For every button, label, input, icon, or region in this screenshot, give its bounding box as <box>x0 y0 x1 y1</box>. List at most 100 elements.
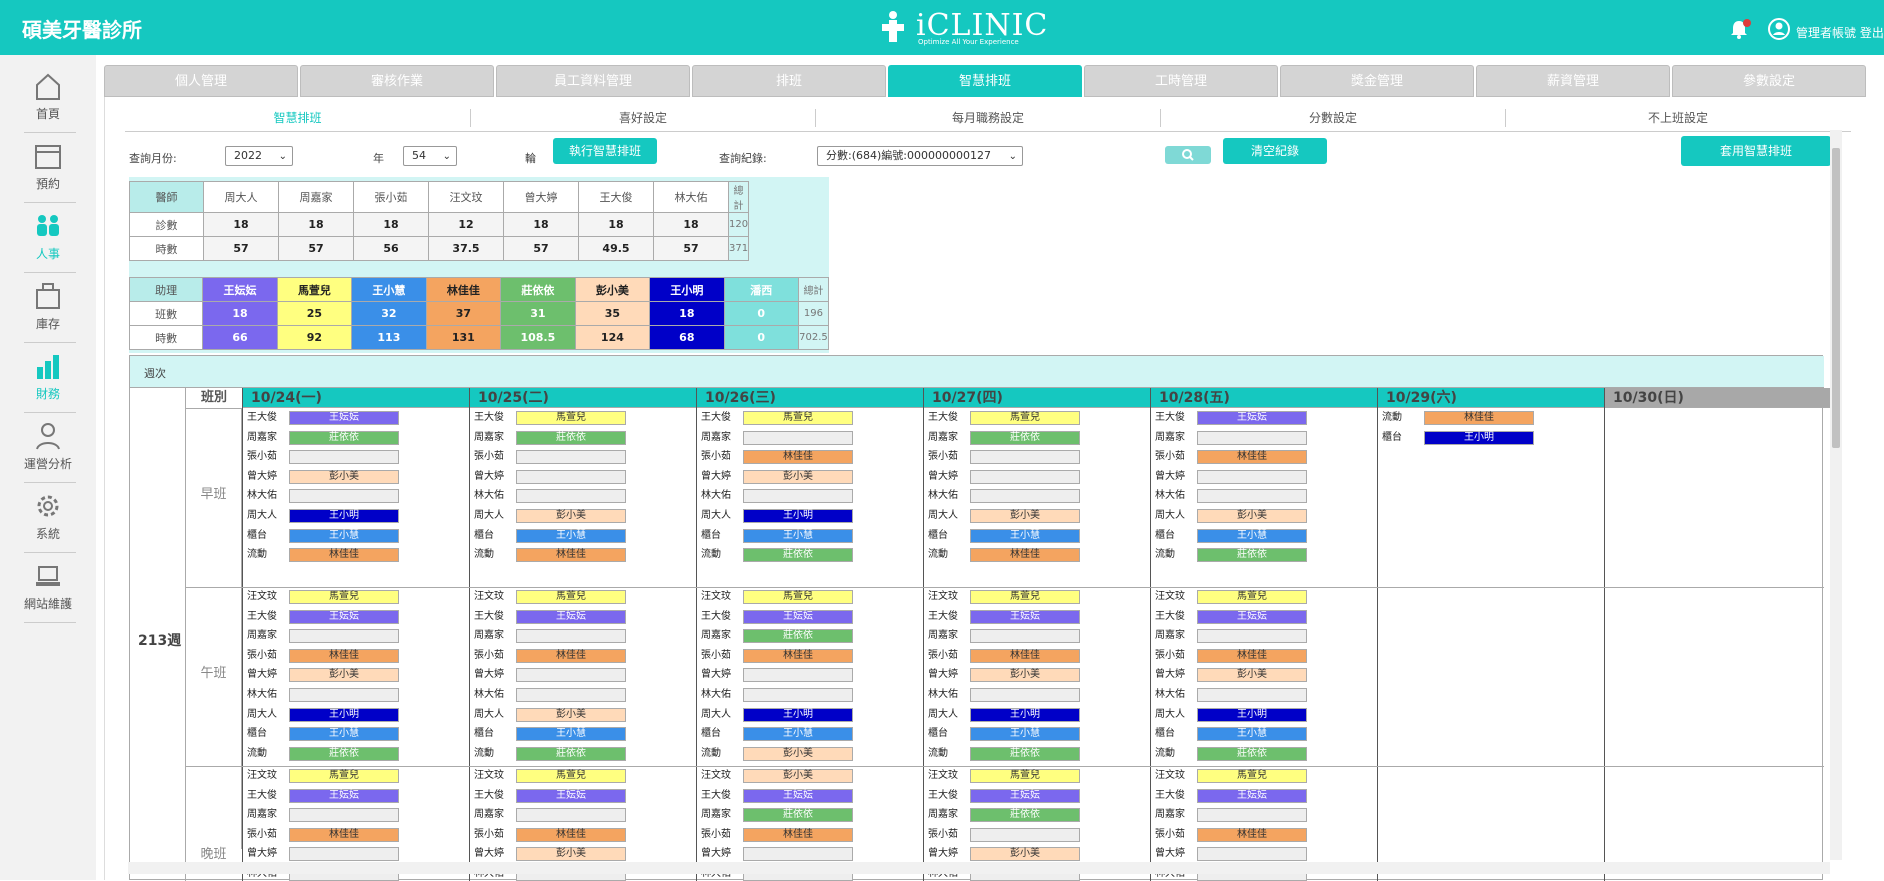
schedule-slot[interactable]: 周嘉家 莊依依 <box>924 430 1084 445</box>
tab-6[interactable]: 獎金管理 <box>1280 65 1474 97</box>
assistant-badge[interactable]: 王妘妘 <box>743 788 853 803</box>
assistant-badge[interactable]: 王小慧 <box>289 727 399 742</box>
schedule-slot[interactable]: 曾大婷 彭小美 <box>243 469 403 484</box>
schedule-slot[interactable]: 流動 莊依依 <box>1151 746 1311 761</box>
schedule-slot[interactable]: 櫃台 王小慧 <box>697 726 857 742</box>
schedule-slot[interactable]: 王大俊 王妘妘 <box>243 410 403 425</box>
schedule-slot[interactable]: 曾大婷 <box>1151 469 1311 484</box>
assistant-badge[interactable] <box>970 450 1080 465</box>
assistant-badge[interactable] <box>516 688 626 702</box>
assistant-badge[interactable]: 林佳佳 <box>1197 450 1307 465</box>
assistant-badge[interactable]: 馬萱兒 <box>970 769 1080 783</box>
schedule-slot[interactable]: 周大人 王小明 <box>697 508 857 523</box>
schedule-slot[interactable]: 櫃台 王小慧 <box>924 726 1084 742</box>
sidebar-item-analytics[interactable]: 運營分析 <box>0 413 96 483</box>
assistant-badge[interactable]: 王小慧 <box>970 727 1080 742</box>
assistant-badge[interactable]: 王小明 <box>1197 707 1307 722</box>
schedule-slot[interactable]: 王大俊 王妘妘 <box>1151 410 1311 425</box>
assistant-badge[interactable]: 彭小美 <box>1197 668 1307 683</box>
schedule-slot[interactable]: 林大佑 <box>470 687 630 702</box>
schedule-slot[interactable]: 櫃台 王小慧 <box>470 528 630 543</box>
schedule-slot[interactable]: 汪文玟 馬萱兒 <box>924 768 1084 783</box>
assistant-badge[interactable] <box>1197 430 1307 445</box>
assistant-badge[interactable]: 王小慧 <box>970 528 1080 543</box>
assistant-badge[interactable] <box>970 688 1080 702</box>
schedule-slot[interactable]: 汪文玟 馬萱兒 <box>1151 589 1311 604</box>
assistant-badge[interactable]: 彭小美 <box>516 707 626 722</box>
assistant-badge[interactable]: 王妘妘 <box>970 609 1080 624</box>
schedule-slot[interactable]: 張小茹 林佳佳 <box>470 648 630 663</box>
schedule-slot[interactable]: 櫃台 王小慧 <box>1151 528 1311 543</box>
schedule-slot[interactable]: 周嘉家 <box>470 807 630 823</box>
sidebar-item-appointment[interactable]: 預約 <box>0 133 96 203</box>
assistant-badge[interactable]: 林佳佳 <box>970 648 1080 663</box>
schedule-slot[interactable]: 曾大婷 <box>697 846 857 862</box>
assistant-badge[interactable]: 莊依依 <box>743 548 853 563</box>
assistant-badge[interactable]: 莊依依 <box>970 746 1080 761</box>
schedule-slot[interactable]: 張小茹 <box>470 449 630 465</box>
schedule-slot[interactable]: 流動 莊依依 <box>243 746 403 761</box>
schedule-slot[interactable]: 周嘉家 莊依依 <box>243 430 403 445</box>
schedule-slot[interactable]: 王大俊 王妘妘 <box>243 609 403 624</box>
record-select[interactable]: 分數:(684)編號:000000000127 ⌄ <box>817 146 1023 166</box>
assistant-badge[interactable]: 莊依依 <box>1197 548 1307 563</box>
assistant-badge[interactable] <box>1197 629 1307 644</box>
assistant-badge[interactable] <box>743 847 853 862</box>
assistant-badge[interactable]: 林佳佳 <box>289 548 399 563</box>
assistant-badge[interactable]: 莊依依 <box>516 746 626 761</box>
assistant-badge[interactable]: 馬萱兒 <box>516 411 626 425</box>
schedule-slot[interactable]: 張小茹 林佳佳 <box>924 648 1084 663</box>
assistant-badge[interactable]: 王小明 <box>970 707 1080 722</box>
schedule-slot[interactable]: 櫃台 王小慧 <box>243 726 403 742</box>
schedule-slot[interactable]: 張小茹 林佳佳 <box>697 827 857 842</box>
schedule-slot[interactable]: 周嘉家 <box>243 807 403 823</box>
schedule-slot[interactable]: 王大俊 王妘妘 <box>924 788 1084 803</box>
assistant-badge[interactable] <box>970 629 1080 644</box>
schedule-slot[interactable]: 王大俊 王妘妘 <box>1151 609 1311 624</box>
assistant-badge[interactable]: 王妘妘 <box>970 788 1080 803</box>
assistant-badge[interactable] <box>289 629 399 644</box>
assistant-badge[interactable]: 王小慧 <box>743 727 853 742</box>
year-select[interactable]: 2022 ⌄ <box>225 146 293 166</box>
schedule-slot[interactable]: 張小茹 林佳佳 <box>697 449 857 465</box>
assistant-badge[interactable] <box>516 808 626 823</box>
assistant-badge[interactable] <box>743 430 853 445</box>
schedule-slot[interactable]: 林大佑 <box>697 488 857 504</box>
tab-0[interactable]: 個人管理 <box>104 65 298 97</box>
assistant-badge[interactable]: 彭小美 <box>1197 509 1307 523</box>
schedule-slot[interactable]: 張小茹 林佳佳 <box>697 648 857 663</box>
schedule-slot[interactable]: 汪文玟 馬萱兒 <box>1151 768 1311 783</box>
tab-3[interactable]: 排班 <box>692 65 886 97</box>
schedule-slot[interactable]: 流動 彭小美 <box>697 746 857 761</box>
assistant-badge[interactable]: 林佳佳 <box>516 827 626 842</box>
schedule-slot[interactable]: 流動 林佳佳 <box>243 547 403 563</box>
assistant-badge[interactable]: 王小明 <box>743 707 853 722</box>
schedule-slot[interactable]: 王大俊 王妘妘 <box>470 788 630 803</box>
assistant-badge[interactable]: 彭小美 <box>743 469 853 484</box>
assistant-badge[interactable] <box>970 489 1080 504</box>
schedule-slot[interactable]: 張小茹 林佳佳 <box>243 648 403 663</box>
schedule-slot[interactable]: 張小茹 <box>924 449 1084 465</box>
schedule-slot[interactable]: 林大佑 <box>243 687 403 702</box>
schedule-slot[interactable]: 張小茹 <box>243 449 403 465</box>
assistant-badge[interactable]: 莊依依 <box>743 808 853 823</box>
assistant-badge[interactable]: 馬萱兒 <box>743 411 853 425</box>
assistant-badge[interactable] <box>289 847 399 862</box>
schedule-slot[interactable]: 周大人 彭小美 <box>470 707 630 722</box>
schedule-slot[interactable]: 張小茹 林佳佳 <box>1151 449 1311 465</box>
schedule-slot[interactable]: 曾大婷 <box>470 469 630 484</box>
assistant-badge[interactable]: 彭小美 <box>289 469 399 484</box>
assistant-badge[interactable] <box>289 489 399 504</box>
schedule-slot[interactable]: 櫃台 王小慧 <box>924 528 1084 543</box>
assistant-badge[interactable]: 莊依依 <box>970 808 1080 823</box>
assistant-badge[interactable]: 王小明 <box>289 509 399 523</box>
assistant-badge[interactable]: 王妘妘 <box>289 788 399 803</box>
schedule-slot[interactable]: 曾大婷 <box>470 667 630 683</box>
assistant-badge[interactable]: 王小明 <box>1424 430 1534 445</box>
schedule-slot[interactable]: 汪文玟 馬萱兒 <box>470 768 630 783</box>
sidebar-item-inventory[interactable]: 庫存 <box>0 273 96 343</box>
assistant-badge[interactable]: 彭小美 <box>970 668 1080 683</box>
schedule-slot[interactable]: 王大俊 王妘妘 <box>697 788 857 803</box>
assistant-badge[interactable]: 莊依依 <box>743 629 853 644</box>
sidebar-item-finance[interactable]: 財務 <box>0 343 96 413</box>
